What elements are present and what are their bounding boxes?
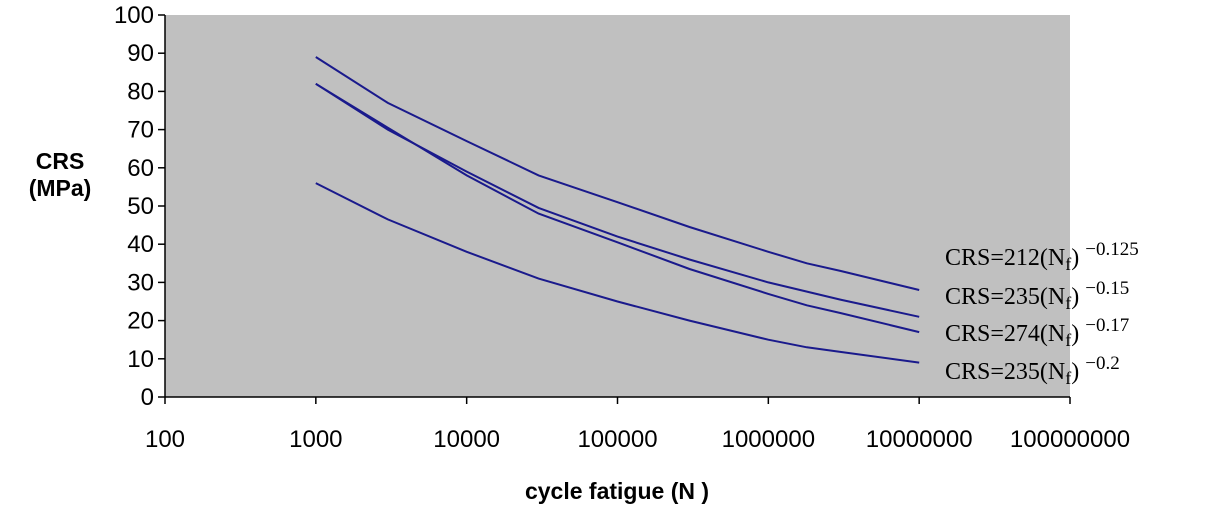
series-label-subscript: f (1065, 254, 1071, 274)
series-label-main: CRS=212(N (945, 245, 1065, 271)
y-tick-label: 50 (127, 193, 154, 220)
series-label-exponent: −0.2 (1085, 353, 1119, 374)
series-label-exponent: −0.125 (1085, 239, 1138, 260)
y-tick-label: 0 (141, 384, 154, 411)
series-label-4: CRS=235(Nf) −0.2 (945, 353, 1120, 388)
series-label-2: CRS=235(Nf) −0.15 (945, 278, 1129, 313)
x-tick-label: 100000 (577, 426, 657, 453)
y-tick-label: 30 (127, 269, 154, 296)
y-tick-label: 80 (127, 78, 154, 105)
y-tick-label: 100 (114, 2, 154, 29)
x-ticks: 100 1000 10000 100000 1000000 10000000 1000000… (145, 397, 1130, 453)
x-tick-label: 10000 (433, 426, 500, 453)
x-tick-label: 1000000 (722, 426, 815, 453)
series-label-main: CRS=274(N (945, 321, 1065, 347)
series-label-3: CRS=274(Nf) −0.17 (945, 315, 1129, 350)
series-line-1 (315, 56, 920, 291)
plot-area (165, 15, 1070, 397)
x-tick-label: 10000000 (866, 426, 973, 453)
y-tick-label: 90 (127, 40, 154, 67)
series-label-close: ) (1071, 245, 1085, 271)
x-tick-label: 1000 (289, 426, 342, 453)
y-tick-label: 10 (127, 346, 154, 373)
series-label-subscript: f (1065, 368, 1071, 388)
series-label-subscript: f (1065, 330, 1071, 350)
y-ticks: 0 10 20 30 40 50 60 70 80 90 100 (114, 2, 165, 411)
series-label-exponent: −0.17 (1085, 315, 1129, 336)
series-line-4 (315, 182, 920, 364)
x-tick-label: 100000000 (1010, 426, 1130, 453)
y-tick-label: 60 (127, 155, 154, 182)
y-tick-label: 20 (127, 308, 154, 335)
series-label-close: ) (1071, 284, 1085, 310)
series-label-1: CRS=212(Nf) −0.125 (945, 239, 1139, 274)
y-axis-title-line2: (MPa) (29, 175, 92, 201)
series-label-main: CRS=235(N (945, 359, 1065, 385)
y-axis-title-line1: CRS (36, 148, 85, 174)
series-line-3 (315, 82, 920, 334)
y-tick-label: 40 (127, 231, 154, 258)
x-tick-label: 100 (145, 426, 185, 453)
series-label-exponent: −0.15 (1085, 278, 1129, 299)
series-group (315, 56, 920, 364)
series-label-close: ) (1071, 359, 1085, 385)
y-tick-label: 70 (127, 117, 154, 144)
series-label-subscript: f (1065, 293, 1071, 313)
x-axis-title: cycle fatigue (N ) (525, 478, 709, 504)
series-label-main: CRS=235(N (945, 284, 1065, 310)
series-label-close: ) (1071, 321, 1085, 347)
